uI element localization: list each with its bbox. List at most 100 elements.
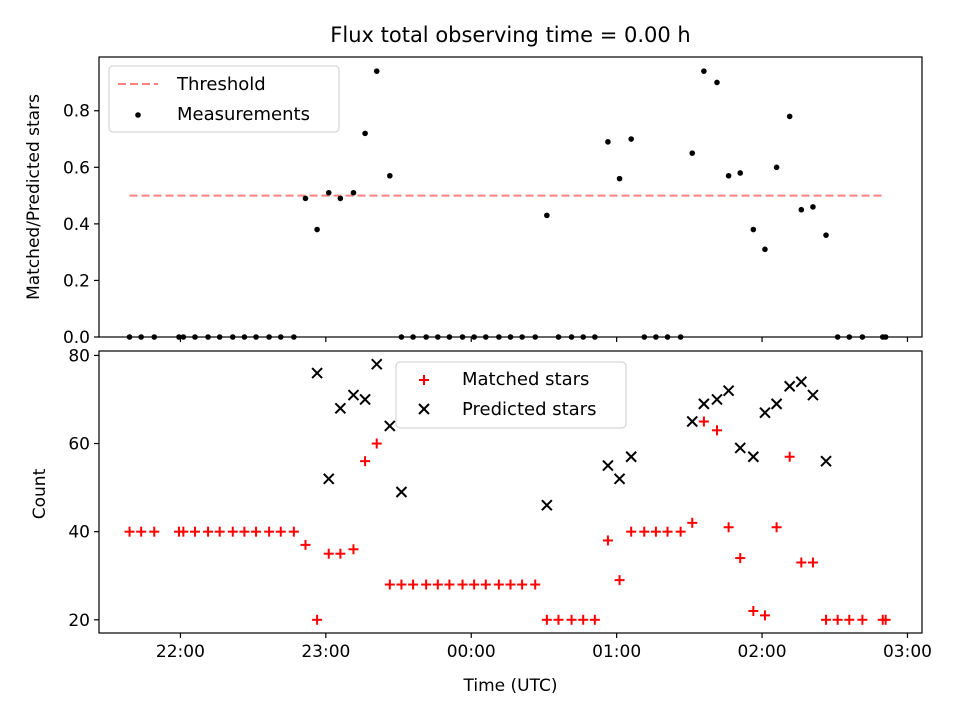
measurement-point [507, 334, 514, 340]
matched-star-point [602, 535, 613, 546]
predicted-star-point [698, 398, 710, 410]
measurement-point [229, 334, 236, 340]
predicted-star-point [711, 393, 723, 406]
measurement-point [410, 334, 416, 340]
measurement-point [151, 334, 158, 340]
measurement-point [387, 172, 393, 179]
matched-star-point [275, 526, 286, 537]
matched-star-point [832, 614, 843, 625]
matched-star-point [421, 579, 432, 590]
measurement-point [714, 79, 720, 86]
matched-star-point [748, 605, 759, 616]
matched-star-point [771, 522, 782, 533]
measurement-point [544, 212, 550, 219]
matched-star-point [149, 526, 160, 537]
legend-matched-label: Matched stars [462, 369, 589, 390]
measurement-point [138, 334, 144, 340]
predicted-star-point [541, 499, 553, 511]
y-tick-label: 40 [68, 523, 90, 543]
measurement-point [677, 334, 684, 340]
matched-star-point [239, 526, 250, 537]
chart-title: Flux total observing time = 0.00 h [330, 23, 690, 47]
matched-star-point [675, 526, 686, 537]
legend-frame [108, 65, 340, 133]
predicted-star-point [347, 389, 360, 401]
measurement-point [689, 150, 696, 156]
measurement-point [628, 136, 634, 142]
matched-star-point [698, 416, 709, 427]
predicted-star-point [686, 415, 698, 428]
legend: Threshold Measurements [108, 65, 340, 133]
matched-star-point [796, 557, 807, 568]
predicted-star-point [820, 455, 832, 467]
legend-matched-swatch [419, 375, 429, 385]
matched-star-point [553, 614, 564, 625]
measurement-point [373, 68, 380, 74]
y-tick-label: 0.4 [63, 215, 90, 235]
matched-star-point [639, 526, 650, 537]
matched-star-point [348, 544, 359, 555]
matched-star-point [323, 548, 334, 559]
matched-star-point [566, 614, 577, 625]
matched-star-point [505, 579, 516, 590]
measurement-point [496, 334, 502, 340]
y-tick-label: 0.0 [63, 328, 90, 348]
matched-star-point [517, 579, 528, 590]
measurement-point [846, 334, 853, 340]
matched-star-point [408, 579, 419, 590]
matched-star-point [784, 451, 795, 462]
predicted-star-point [395, 486, 408, 498]
measurement-point [725, 172, 732, 179]
measurement-point [834, 334, 841, 340]
matched-star-point [844, 614, 855, 625]
matched-star-point [480, 579, 491, 590]
matched-star-point [711, 425, 722, 436]
matched-star-point [759, 610, 770, 621]
predicted-star-point [359, 393, 371, 406]
predicted-star-point [734, 442, 746, 454]
matched-star-point [614, 575, 625, 586]
measurement-point [205, 334, 211, 340]
bottom-y-axis-title: Count [30, 468, 50, 519]
measurement-point [580, 334, 587, 340]
matched-star-point [687, 517, 698, 528]
measurement-point [592, 334, 598, 340]
measurement-point [773, 164, 780, 171]
measurement-point [434, 334, 441, 340]
x-axis-title: Time (UTC) [463, 676, 558, 696]
legend-measurements-label: Measurements [177, 104, 310, 125]
y-tick-label: 0.2 [63, 271, 90, 291]
legend-threshold-label: Threshold [176, 74, 266, 95]
x-tick-label: 23:00 [301, 642, 350, 662]
measurement-point [176, 334, 182, 340]
matched-star-point [735, 553, 746, 564]
matched-star-point [189, 526, 200, 537]
measurement-point [762, 246, 768, 253]
measurement-point [126, 334, 133, 340]
matched-star-point [589, 614, 600, 625]
measurement-point [555, 334, 562, 340]
matched-star-point [444, 579, 455, 590]
measurement-point [519, 334, 525, 340]
matched-star-point [136, 526, 147, 537]
count-plot: 20 40 60 80 22:00 23:00 00:00 01:00 02:00 03:00 Ma… [68, 346, 932, 662]
measurement-point [277, 334, 284, 340]
matched-star-point [432, 579, 443, 590]
measurement-point [798, 206, 805, 213]
y-tick-label: 0.6 [63, 158, 90, 178]
measurement-point [253, 334, 259, 340]
measurement-point [641, 334, 648, 340]
matched-star-point [457, 579, 468, 590]
measurement-point [616, 175, 623, 182]
measurement-point [750, 226, 757, 233]
measurement-point [810, 204, 816, 210]
predicted-star-point [311, 367, 323, 379]
y-tick-label: 0.8 [63, 102, 90, 122]
plot-frame [98, 350, 923, 634]
measurement-point [266, 334, 272, 340]
matched-star-point [384, 579, 395, 590]
matched-star-point [578, 614, 589, 625]
measurement-point [701, 68, 707, 74]
predicted-star-point [770, 398, 783, 410]
